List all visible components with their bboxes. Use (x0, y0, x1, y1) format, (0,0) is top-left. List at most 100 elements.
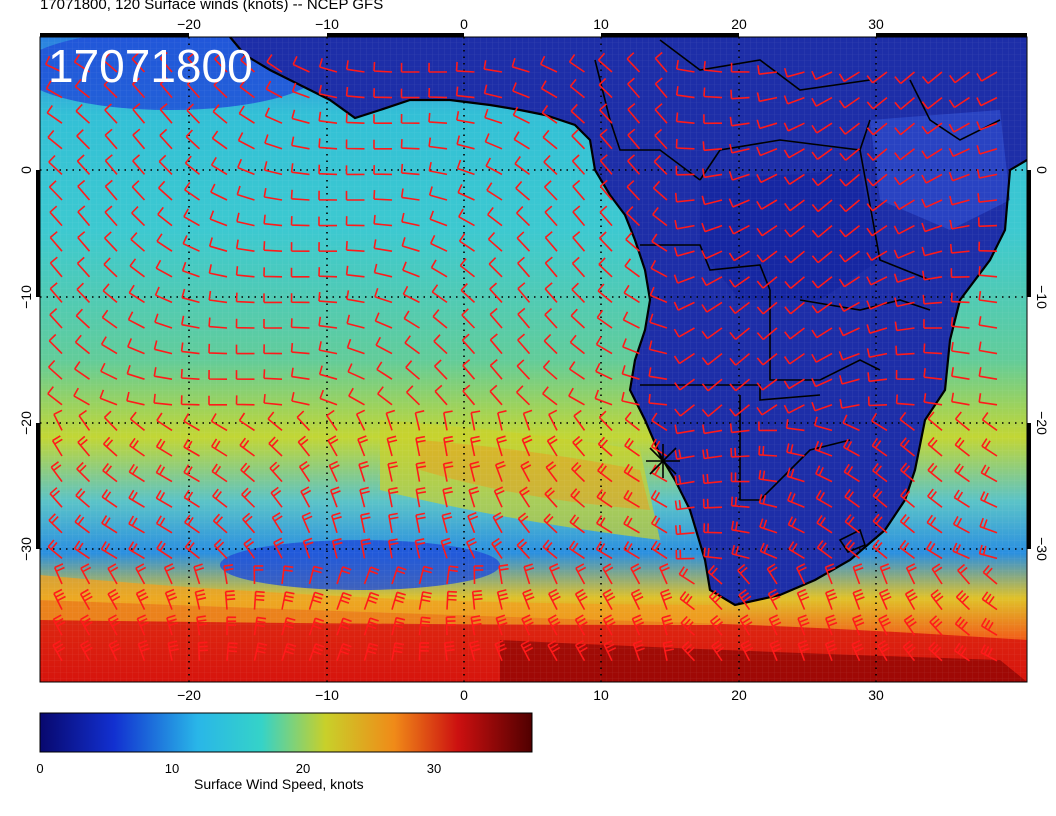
map-frame (39, 36, 1028, 683)
wind-barb (594, 389, 613, 406)
wind-barb (701, 327, 723, 340)
wind-barb (921, 198, 943, 209)
wind-barb (434, 359, 448, 380)
wind-barb (814, 440, 833, 457)
wind-barb (405, 360, 421, 380)
wind-barb (930, 589, 944, 611)
wind-barb (516, 231, 531, 252)
wind-barb (757, 65, 778, 75)
wind-barb (768, 614, 782, 636)
wind-barb (484, 108, 503, 124)
wind-barb (345, 165, 365, 176)
wind-barb (783, 173, 805, 185)
wind-barb (948, 96, 970, 109)
wind-barb (281, 642, 297, 662)
wind-barb (597, 463, 613, 483)
wind-barb (976, 71, 998, 82)
wind-barb (456, 135, 475, 150)
wind-barb (455, 86, 475, 99)
wind-barb (226, 642, 238, 661)
wind-barb (402, 261, 420, 278)
wind-barb (156, 412, 173, 432)
chart-title: 17071800, 120 Surface winds (knots) -- N… (40, 0, 384, 13)
wind-barb (923, 319, 943, 329)
wind-barb (648, 340, 668, 355)
left-lat-labels: 0 −10 −20 −30 (18, 166, 34, 561)
wind-barb (703, 547, 723, 560)
wind-barb (623, 489, 640, 508)
wind-barb (769, 639, 782, 662)
wind-barb (414, 538, 426, 559)
wind-barb (128, 489, 145, 508)
wind-barb (544, 487, 558, 508)
wind-barb (166, 614, 178, 636)
wind-barb (223, 564, 234, 585)
wind-barb (491, 537, 503, 559)
wind-barb (128, 284, 145, 304)
wind-barb (197, 641, 208, 661)
wind-barb (738, 589, 752, 611)
wind-barb (650, 260, 668, 278)
wind-barb (893, 224, 915, 235)
right-lat-label: 0 (1034, 166, 1050, 174)
wind-barb (265, 80, 283, 99)
wind-barb (952, 542, 970, 560)
wind-barb (871, 412, 888, 432)
wind-barb (291, 82, 310, 99)
wind-barb (50, 461, 63, 483)
bottom-lon-label: 0 (460, 687, 468, 703)
wind-barb (786, 467, 805, 483)
wind-barb (433, 334, 448, 355)
wind-barb (648, 393, 668, 406)
top-lon-label: 30 (868, 16, 884, 32)
wind-barb (784, 327, 805, 340)
wind-barb (739, 614, 753, 636)
wind-barb (158, 154, 173, 175)
wind-barb (894, 96, 916, 110)
wind-barb (373, 61, 393, 73)
bottom-lon-labels: −20 −10 0 10 20 30 (177, 687, 884, 703)
wind-barb (470, 615, 482, 636)
wind-barb (498, 564, 509, 585)
wind-barb (462, 384, 476, 406)
wind-barb (927, 488, 943, 508)
wind-barb (570, 103, 586, 124)
wind-barb (331, 512, 342, 534)
wind-barb (336, 566, 352, 585)
wind-barb (103, 78, 118, 99)
wind-barb (839, 148, 861, 161)
wind-barb (596, 515, 613, 534)
wind-barb (922, 270, 943, 281)
wind-barb (515, 180, 531, 201)
wind-barb (49, 282, 63, 303)
wind-barb (74, 514, 90, 534)
wind-barb (548, 409, 558, 431)
wind-barb (159, 77, 173, 99)
wind-barb (872, 539, 888, 560)
wind-barb (135, 563, 147, 585)
wind-barb (428, 87, 448, 99)
wind-barb (927, 436, 943, 457)
wind-barb (674, 474, 695, 486)
wind-barb (977, 217, 998, 228)
wind-barb (391, 616, 406, 636)
wind-barb (418, 642, 430, 661)
wind-barb (681, 640, 696, 662)
wind-barb (702, 424, 723, 435)
wind-barb (703, 61, 723, 73)
wind-barb (517, 512, 531, 534)
wind-barb (815, 490, 833, 508)
wind-barb (630, 588, 644, 610)
wind-barb (630, 563, 642, 585)
wind-barb (373, 139, 392, 150)
wind-barb (927, 411, 943, 432)
wind-barb (596, 309, 613, 329)
wind-barb (360, 512, 371, 533)
wind-barb (483, 60, 503, 73)
colorbar-tick-label: 30 (427, 761, 441, 776)
wind-barb (516, 538, 531, 559)
wind-barb (443, 410, 453, 431)
wind-barb (129, 437, 145, 457)
wind-barb (949, 219, 970, 230)
wind-barb (675, 524, 695, 536)
